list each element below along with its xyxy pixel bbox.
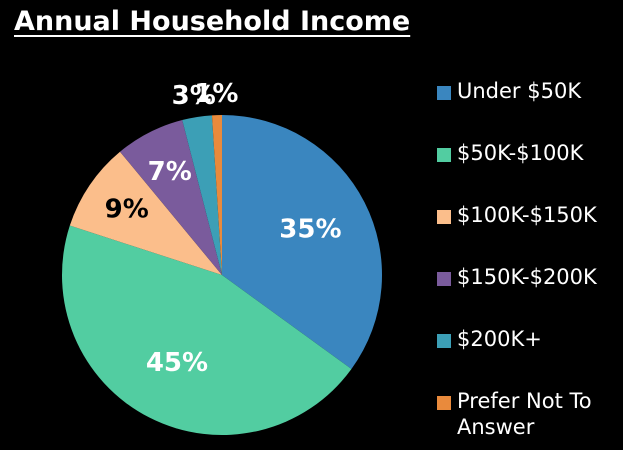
legend-label: Prefer Not To Answer: [457, 389, 592, 439]
data-label: 9%: [105, 195, 149, 225]
legend-item: $200K+: [437, 326, 623, 388]
pie-slice: [61, 225, 352, 436]
chart-title: Annual Household Income: [14, 6, 411, 37]
legend-label: $100K-$150K: [457, 203, 597, 227]
legend-label: Under $50K: [457, 79, 582, 103]
legend-swatch: [437, 148, 451, 162]
pie-slice: [182, 115, 222, 275]
pie-slice: [120, 120, 222, 275]
legend-label: $150K-$200K: [457, 265, 597, 289]
legend-item: $100K-$150K: [437, 202, 623, 264]
legend-swatch: [437, 86, 451, 100]
pie-slice: [211, 115, 222, 275]
data-label: 35%: [279, 214, 341, 244]
data-label: 45%: [146, 348, 208, 378]
legend-swatch: [437, 334, 451, 348]
legend-swatch: [437, 210, 451, 224]
data-label: 7%: [148, 157, 192, 187]
pie-slice: [222, 115, 383, 370]
legend-item: $50K-$100K: [437, 140, 623, 202]
data-label: 3%: [172, 81, 216, 111]
legend-item: $150K-$200K: [437, 264, 623, 326]
legend-item: Prefer Not To Answer: [437, 388, 623, 450]
legend-label: $50K-$100K: [457, 141, 584, 165]
legend-swatch: [437, 272, 451, 286]
legend-item: Under $50K: [437, 78, 623, 140]
legend: Under $50K $50K-$100K $100K-$150K $150K-$20…: [437, 78, 623, 450]
legend-swatch: [437, 396, 451, 410]
legend-label: $200K+: [457, 327, 542, 351]
data-label: 1%: [194, 79, 238, 109]
pie-slice: [69, 151, 222, 275]
